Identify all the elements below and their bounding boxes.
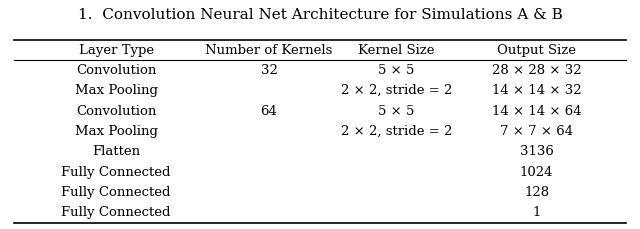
Text: Flatten: Flatten	[92, 145, 140, 158]
Text: 7 × 7 × 64: 7 × 7 × 64	[500, 125, 573, 138]
Text: 2 × 2, stride = 2: 2 × 2, stride = 2	[340, 125, 452, 138]
Text: Fully Connected: Fully Connected	[61, 206, 171, 219]
Text: 64: 64	[260, 105, 278, 118]
Text: Convolution: Convolution	[76, 64, 156, 77]
Text: 1: 1	[532, 206, 541, 219]
Text: 2 × 2, stride = 2: 2 × 2, stride = 2	[340, 84, 452, 97]
Text: 14 × 14 × 64: 14 × 14 × 64	[492, 105, 582, 118]
Text: Fully Connected: Fully Connected	[61, 186, 171, 199]
Text: Max Pooling: Max Pooling	[75, 125, 157, 138]
Text: 3136: 3136	[520, 145, 554, 158]
Text: Output Size: Output Size	[497, 44, 576, 57]
Text: 128: 128	[524, 186, 549, 199]
Text: Convolution: Convolution	[76, 105, 156, 118]
Text: 1024: 1024	[520, 166, 554, 179]
Text: 32: 32	[260, 64, 278, 77]
Text: Layer Type: Layer Type	[79, 44, 154, 57]
Text: Number of Kernels: Number of Kernels	[205, 44, 333, 57]
Text: 5 × 5: 5 × 5	[378, 105, 415, 118]
Text: 1.  Convolution Neural Net Architecture for Simulations A & B: 1. Convolution Neural Net Architecture f…	[77, 8, 563, 22]
Text: 5 × 5: 5 × 5	[378, 64, 415, 77]
Text: 14 × 14 × 32: 14 × 14 × 32	[492, 84, 582, 97]
Text: Kernel Size: Kernel Size	[358, 44, 435, 57]
Text: Max Pooling: Max Pooling	[75, 84, 157, 97]
Text: Fully Connected: Fully Connected	[61, 166, 171, 179]
Text: 28 × 28 × 32: 28 × 28 × 32	[492, 64, 582, 77]
